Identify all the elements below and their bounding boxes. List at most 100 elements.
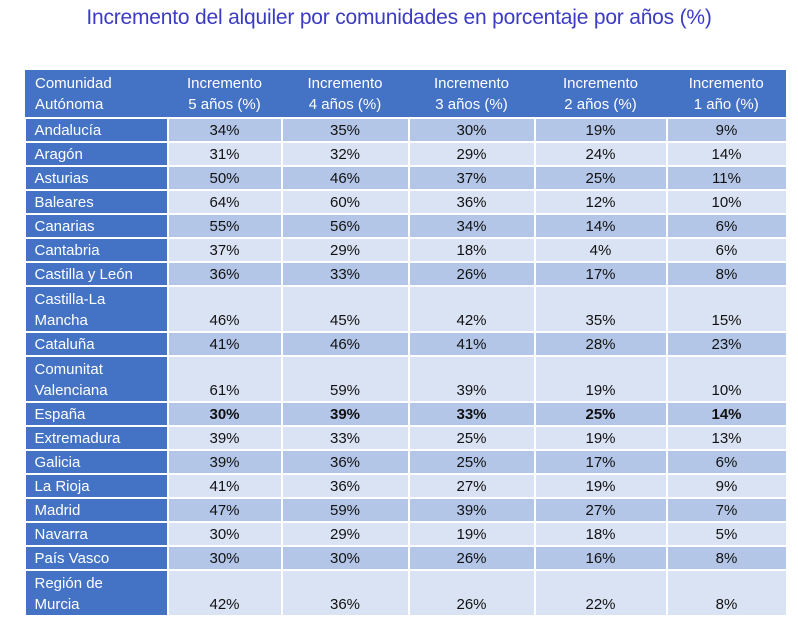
table-cell: 34% [407,213,535,238]
table-cell: 6% [665,449,786,474]
row-label: Navarra [25,521,168,546]
table-cell: 16% [533,545,667,570]
table-cell: 45% [280,285,409,332]
table-cell: 8% [665,261,786,286]
table-row: Navarra 30% 29% 19% 18% 5% [25,521,786,546]
table-cell: 30% [166,401,282,426]
row-label: Andalucía [25,117,168,142]
table-cell: 22% [533,569,667,615]
table-row: País Vasco 30% 30% 26% 16% 8% [25,545,786,570]
row-label: Comunitat Valenciana [25,355,168,402]
table-row: Castilla y León 36% 33% 26% 17% 8% [25,261,786,286]
table-cell: 26% [407,569,535,615]
row-label: Cantabria [25,237,168,262]
row-label: Castilla y León [25,261,168,286]
table-cell: 42% [166,569,282,615]
column-header-increment: Incremento 2 años (%) [534,70,667,118]
table-cell: 19% [533,473,667,498]
table-cell: 15% [665,285,786,332]
table-cell: 30% [407,117,535,142]
chart-title: Incremento del alquiler por comunidades … [86,6,712,29]
header-row: Comunidad Autónoma Incremento 5 años (%) Inc… [25,70,786,118]
table-cell: 64% [166,189,282,214]
table-cell: 4% [533,237,667,262]
table-cell: 47% [166,497,282,522]
table-row: Asturias 50% 46% 37% 25% 11% [25,165,786,190]
table-cell: 34% [166,117,282,142]
table-cell: 14% [533,213,667,238]
table-cell: 41% [407,331,535,356]
table-cell: 41% [166,473,282,498]
table-cell: 46% [166,285,282,332]
table-row: España 30% 39% 33% 25% 14% [25,401,786,426]
table-cell: 33% [280,425,409,450]
table-cell: 30% [166,545,282,570]
table-cell: 18% [533,521,667,546]
table-cell: 8% [665,569,786,615]
table-cell: 9% [665,473,786,498]
table-cell: 35% [280,117,409,142]
table-row: La Rioja 41% 36% 27% 19% 9% [25,473,786,498]
table-cell: 37% [407,165,535,190]
table-cell: 10% [665,189,786,214]
column-header-increment: Incremento 4 años (%) [281,70,409,118]
table-row: Andalucía 34% 35% 30% 19% 9% [25,117,786,142]
table-cell: 28% [533,331,667,356]
table-row: Cataluña 41% 46% 41% 28% 23% [25,331,786,356]
table-cell: 56% [280,213,409,238]
table-cell: 33% [407,401,535,426]
table-cell: 42% [407,285,535,332]
table-cell: 60% [280,189,409,214]
row-label: Región de Murcia [25,569,168,615]
table-cell: 29% [407,141,535,166]
table-row: Baleares 64% 60% 36% 12% 10% [25,189,786,214]
table-cell: 10% [665,355,786,402]
row-label: Canarias [25,213,168,238]
table-cell: 30% [166,521,282,546]
row-label: Madrid [25,497,168,522]
table-cell: 12% [533,189,667,214]
table-cell: 50% [166,165,282,190]
table-cell: 24% [533,141,667,166]
table-cell: 46% [280,165,409,190]
row-label: Extremadura [25,425,168,450]
table-cell: 32% [280,141,409,166]
table-row: Aragón 31% 32% 29% 24% 14% [25,141,786,166]
table-cell: 25% [407,449,535,474]
table-cell: 17% [533,449,667,474]
table-cell: 9% [665,117,786,142]
table-cell: 39% [407,497,535,522]
table-row: Canarias 55% 56% 34% 14% 6% [25,213,786,238]
table-cell: 25% [407,425,535,450]
table-cell: 19% [533,355,667,402]
row-label: País Vasco [25,545,168,570]
table-cell: 59% [280,497,409,522]
table-cell: 36% [280,569,409,615]
table-cell: 8% [665,545,786,570]
column-header-community: Comunidad Autónoma [25,70,168,118]
table-row: Castilla-La Mancha 46% 45% 42% 35% 15% [25,285,786,332]
table-cell: 41% [166,331,282,356]
table-cell: 36% [280,449,409,474]
table-cell: 46% [280,331,409,356]
table-cell: 5% [665,521,786,546]
table-cell: 39% [407,355,535,402]
table-cell: 31% [166,141,282,166]
table-cell: 14% [665,141,786,166]
table-cell: 6% [665,213,786,238]
table-cell: 35% [533,285,667,332]
column-header-increment: Incremento 5 años (%) [167,70,282,118]
table-cell: 25% [533,165,667,190]
table-cell: 30% [280,545,409,570]
table-row: Comunitat Valenciana 61% 59% 39% 19% 10% [25,355,786,402]
table-cell: 39% [166,425,282,450]
row-label: La Rioja [25,473,168,498]
table-cell: 19% [533,425,667,450]
table-cell: 7% [665,497,786,522]
table-cell: 23% [665,331,786,356]
table-cell: 25% [533,401,667,426]
column-header-increment: Incremento 1 año (%) [666,70,786,118]
table-cell: 26% [407,261,535,286]
table-row: Región de Murcia 42% 36% 26% 22% 8% [25,569,786,615]
table-cell: 19% [533,117,667,142]
